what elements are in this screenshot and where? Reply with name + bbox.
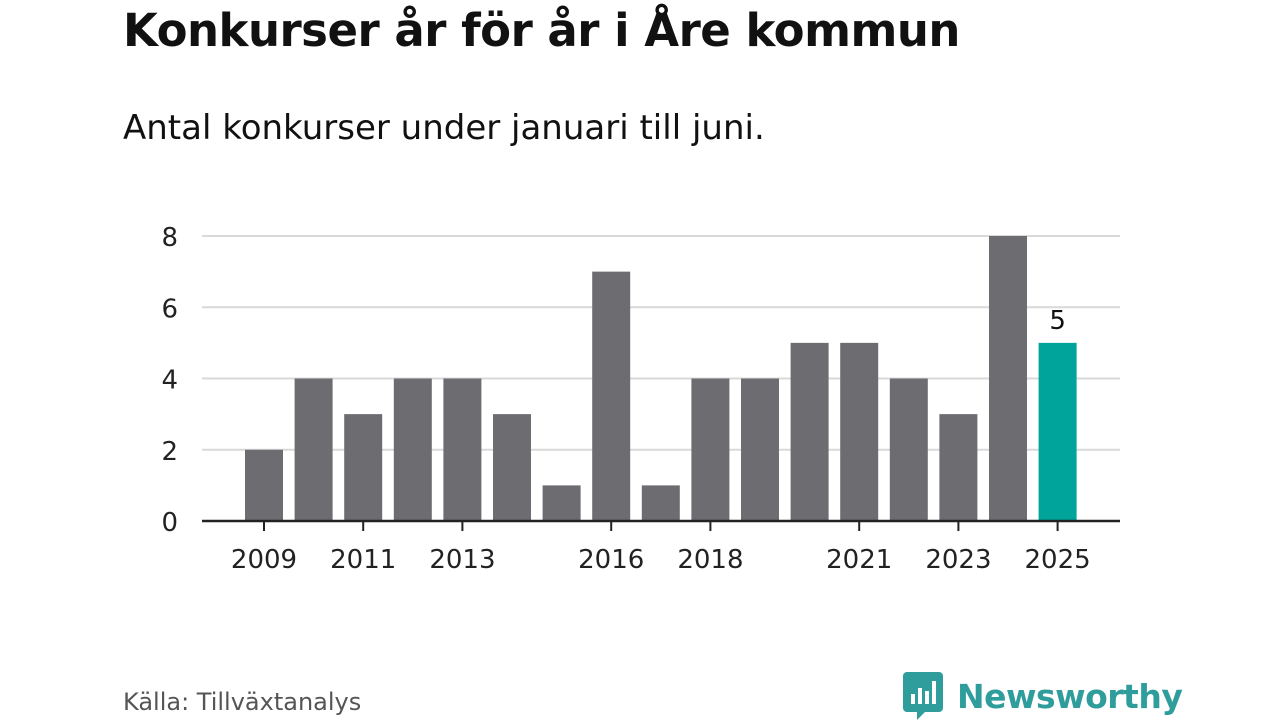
bar-2016 [592, 271, 631, 521]
y-tick-label: 8 [161, 223, 178, 253]
source-note: Källa: Tillväxtanalys [123, 688, 362, 716]
bar-2022 [889, 378, 928, 521]
bar-2025 [1038, 342, 1077, 521]
bar-2023 [939, 414, 978, 521]
bar-2010 [294, 378, 333, 521]
y-tick-label: 6 [161, 294, 178, 324]
bar-2014 [493, 414, 531, 521]
bar-2018 [691, 378, 730, 521]
bar-2009 [245, 449, 283, 521]
x-tick-label: 2025 [1025, 545, 1091, 575]
y-tick-label: 4 [161, 366, 178, 396]
x-tick-label: 2009 [231, 545, 297, 575]
bar-2019 [741, 378, 779, 521]
bar-2017 [641, 485, 680, 521]
x-tick-label: 2011 [330, 545, 396, 575]
x-tick-label: 2023 [925, 545, 991, 575]
gridlines [202, 235, 1120, 451]
chart-subtitle: Antal konkurser under januari till juni. [123, 108, 765, 148]
bar-2024 [989, 236, 1027, 521]
bar-2011 [344, 414, 383, 521]
bar-2020 [790, 342, 829, 521]
x-tick-label: 2018 [677, 545, 743, 575]
bar-chart-speech-bubble-icon [903, 672, 943, 720]
bar-2012 [393, 378, 432, 521]
bar-2021 [840, 342, 879, 521]
bar-2015 [542, 485, 581, 521]
y-tick-label: 0 [161, 508, 178, 538]
labels: 0 2 4 6 8 2009 2011 2013 2016 2018 2021 2023 2025 5 [161, 223, 1090, 575]
x-tick-label: 2016 [578, 545, 644, 575]
y-tick-label: 2 [161, 437, 178, 467]
axes [202, 519, 1120, 531]
brand-logo[interactable]: Newsworthy [903, 671, 1183, 721]
x-tick-label: 2013 [429, 545, 495, 575]
bars [245, 236, 1077, 521]
chart-title: Konkurser år för år i Åre kommun [123, 4, 960, 57]
data-label: 5 [1049, 306, 1066, 336]
bar-2013 [443, 378, 482, 521]
brand-name: Newsworthy [957, 676, 1183, 716]
x-tick-label: 2021 [826, 545, 892, 575]
